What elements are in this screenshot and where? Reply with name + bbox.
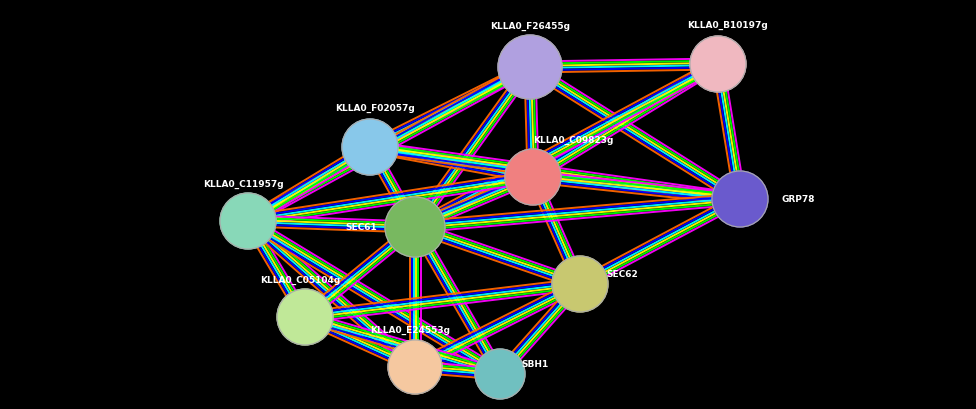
Text: KLLA0_F02057g: KLLA0_F02057g <box>335 103 415 112</box>
Circle shape <box>277 289 333 345</box>
Text: SBH1: SBH1 <box>521 360 549 369</box>
Text: KLLA0_E24553g: KLLA0_E24553g <box>370 325 450 334</box>
Circle shape <box>552 256 608 312</box>
Circle shape <box>385 198 445 257</box>
Text: GRP78: GRP78 <box>782 195 816 204</box>
Text: KLLA0_C11957g: KLLA0_C11957g <box>203 179 283 188</box>
Text: KLLA0_F26455g: KLLA0_F26455g <box>490 21 570 31</box>
Circle shape <box>498 36 562 100</box>
Circle shape <box>220 193 276 249</box>
Text: KLLA0_B10197g: KLLA0_B10197g <box>688 20 768 29</box>
Text: SEC62: SEC62 <box>606 270 638 279</box>
Circle shape <box>342 120 398 175</box>
Circle shape <box>388 340 442 394</box>
Circle shape <box>505 150 561 205</box>
Circle shape <box>690 37 746 93</box>
Text: KLLA0_C09823g: KLLA0_C09823g <box>533 135 613 144</box>
Text: KLLA0_C05104g: KLLA0_C05104g <box>260 275 340 284</box>
Text: SEC61: SEC61 <box>346 223 377 232</box>
Circle shape <box>475 349 525 399</box>
Circle shape <box>712 172 768 227</box>
